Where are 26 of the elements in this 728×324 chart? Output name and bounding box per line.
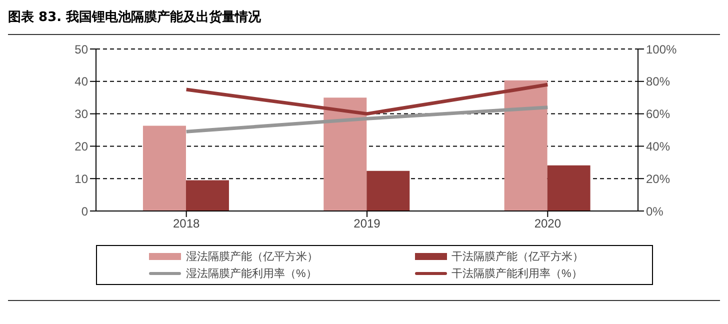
bar	[324, 98, 367, 211]
y-tick-label: 40	[74, 74, 88, 89]
legend-label: 湿法隔膜产能（亿平方米）	[186, 250, 318, 264]
y-tick-label: 50	[74, 42, 88, 56]
legend-label: 干法隔膜产能利用率（%）	[452, 266, 582, 281]
y2-tick-label: 60%	[646, 107, 670, 122]
y2-tick-label: 100%	[646, 42, 678, 56]
y-tick-label: 20	[74, 139, 88, 154]
bar	[186, 180, 229, 211]
x-tick-label: 2020	[534, 216, 562, 231]
bar	[366, 170, 410, 211]
y2-tick-label: 40%	[646, 139, 670, 154]
y2-tick-label: 0%	[646, 204, 664, 218]
y2-tick-label: 80%	[646, 74, 670, 89]
y-tick-label: 10	[74, 172, 88, 186]
x-tick-label: 2018	[172, 216, 200, 231]
chart-title: 图表 83. 我国锂电池隔膜产能及出货量情况	[8, 8, 720, 35]
bar	[504, 80, 548, 211]
y2-tick-label: 20%	[646, 172, 670, 186]
bar	[547, 165, 590, 211]
y-tick-label: 0	[81, 204, 88, 218]
legend-label: 湿法隔膜产能利用率（%）	[186, 266, 317, 281]
bar	[142, 126, 186, 211]
y-tick-label: 30	[74, 107, 88, 122]
x-tick-label: 2019	[354, 216, 381, 231]
legend-label: 干法隔膜产能（亿平方米）	[452, 250, 584, 264]
